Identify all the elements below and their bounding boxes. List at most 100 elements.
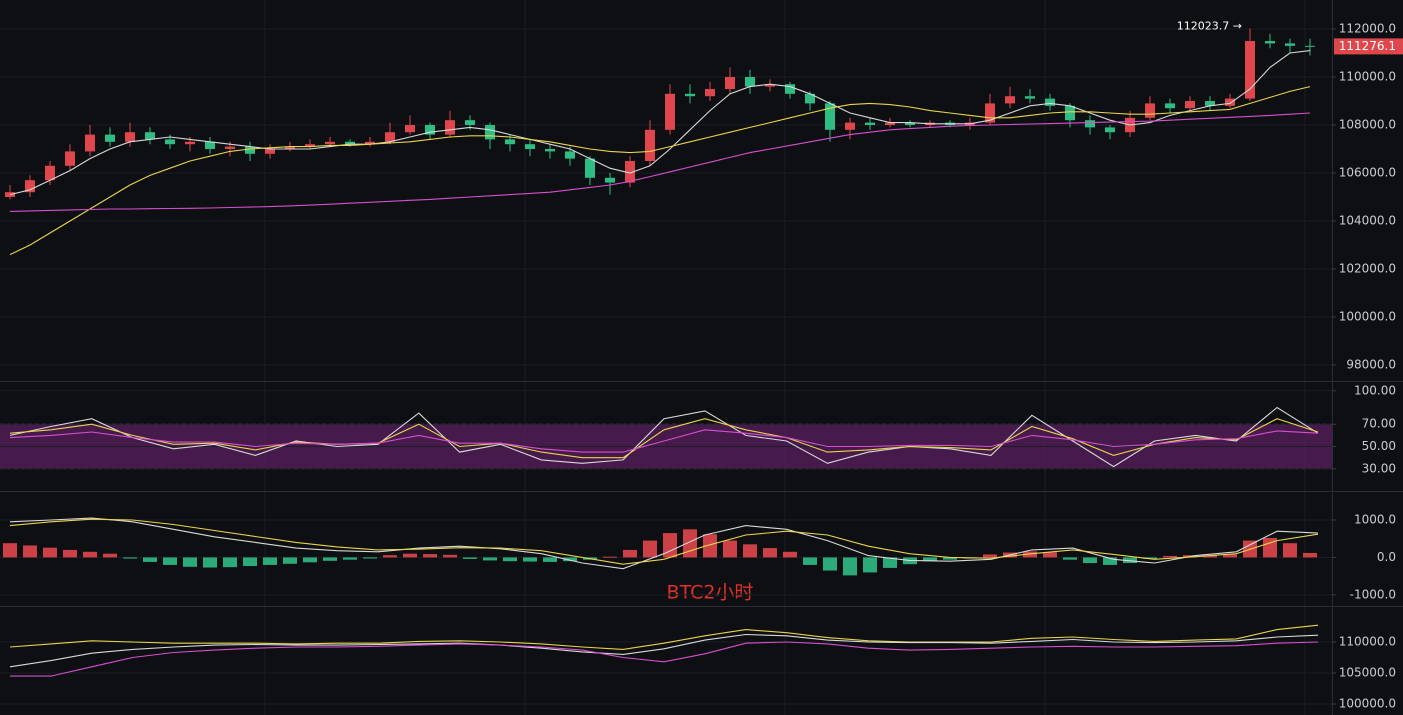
candle-body	[65, 151, 75, 166]
candle-body	[1285, 43, 1295, 46]
candle-body	[1225, 98, 1235, 106]
candle-body	[1085, 120, 1095, 128]
macd-bar	[943, 557, 957, 560]
y-tick-label: 100000.0	[1339, 309, 1396, 323]
macd-bar	[1223, 554, 1237, 558]
candle-body	[1045, 98, 1055, 106]
y-tick-label: 105000.0	[1339, 666, 1396, 680]
candle-body	[445, 120, 455, 135]
candle-body	[865, 122, 875, 126]
indicator-line	[9, 86, 1311, 256]
macd-bar	[543, 557, 557, 562]
macd-bar	[103, 553, 117, 558]
candle-body	[105, 134, 115, 142]
macd-bar	[643, 540, 657, 558]
candle-body	[1305, 45, 1315, 47]
y-tick-label: 70.00	[1362, 417, 1396, 431]
candle-body	[405, 125, 415, 133]
candle-body	[265, 148, 275, 154]
macd-bar	[683, 529, 697, 558]
macd-bar	[1163, 555, 1177, 558]
macd-bar	[223, 557, 237, 568]
y-tick-label: 1000.0	[1354, 512, 1396, 526]
candle-body	[525, 144, 535, 149]
candle-body	[785, 84, 795, 94]
y-tick-label: -1000.0	[1350, 587, 1396, 601]
macd-bar	[3, 543, 17, 558]
indicator-line	[10, 641, 1319, 677]
indicator-line	[9, 406, 1319, 468]
macd-bar	[983, 554, 997, 558]
candle-body	[185, 141, 195, 145]
y-tick-label: 102000.0	[1339, 261, 1396, 275]
macd-bar	[1043, 552, 1057, 558]
candle-body	[565, 151, 575, 159]
indicator-line	[9, 50, 1311, 196]
indicator-line	[9, 517, 1319, 570]
candle-body	[205, 141, 215, 149]
candle-body	[985, 103, 995, 123]
y-tick-label: 110000.0	[1339, 70, 1396, 84]
macd-bar	[263, 557, 277, 565]
candle-body	[365, 141, 375, 145]
macd-bar	[703, 534, 717, 558]
candle-body	[765, 84, 775, 87]
candle-body	[305, 144, 315, 147]
last-price-box	[1334, 38, 1403, 55]
candle-body	[425, 125, 435, 135]
macd-bar	[483, 557, 497, 561]
candle-body	[465, 120, 475, 126]
candle-body	[345, 141, 355, 145]
macd-bar	[303, 557, 317, 563]
candle-body	[1185, 101, 1195, 109]
y-tick-label: 30.00	[1362, 461, 1396, 475]
candle-body	[1145, 103, 1155, 118]
macd-bar	[803, 557, 817, 565]
candle-body	[1205, 101, 1215, 106]
candle-body	[1245, 41, 1255, 99]
last-price-label: 111276.1	[1339, 39, 1396, 53]
macd-bar	[283, 557, 297, 564]
macd-bar	[403, 553, 417, 558]
macd-bar	[1083, 557, 1097, 564]
y-tick-label: 100000.0	[1339, 697, 1396, 711]
candle-body	[545, 148, 555, 152]
macd-bar	[743, 544, 757, 558]
macd-bar	[923, 557, 937, 562]
candle-body	[625, 160, 635, 183]
candle-body	[85, 134, 95, 152]
watermark: BTC2小时	[667, 582, 754, 604]
macd-bar	[823, 557, 837, 571]
macd-bar	[43, 547, 57, 558]
candle-body	[45, 165, 55, 181]
indicator-line	[9, 429, 1319, 453]
y-tick-label: 104000.0	[1339, 213, 1396, 227]
y-tick-label: 100.00	[1354, 383, 1396, 397]
candle-body	[225, 146, 235, 149]
candle-body	[1105, 127, 1115, 133]
y-tick-label: 108000.0	[1339, 118, 1396, 132]
panel: 100000.0 105000.0 110000.0	[0, 624, 1396, 711]
candle-body	[1065, 105, 1075, 121]
candle-body	[325, 141, 335, 145]
macd-bar	[663, 533, 677, 558]
macd-bar	[183, 557, 197, 567]
y-tick-label: 50.00	[1362, 439, 1396, 453]
candle-body	[165, 139, 175, 145]
candle-body	[585, 158, 595, 178]
macd-bar	[443, 554, 457, 558]
macd-bar	[243, 557, 257, 567]
macd-bar	[623, 549, 637, 558]
y-tick-label: 98000.0	[1346, 357, 1396, 371]
macd-bar	[123, 557, 137, 559]
high-annotation: 112023.7 →	[1177, 19, 1242, 32]
panel: -1000.0 0.0 1000.0	[0, 512, 1396, 601]
candle-body	[905, 122, 915, 126]
indicator-line	[9, 624, 1319, 650]
macd-bar	[843, 557, 857, 576]
candle-body	[825, 103, 835, 130]
macd-bar	[603, 556, 617, 558]
macd-bar	[203, 557, 217, 568]
